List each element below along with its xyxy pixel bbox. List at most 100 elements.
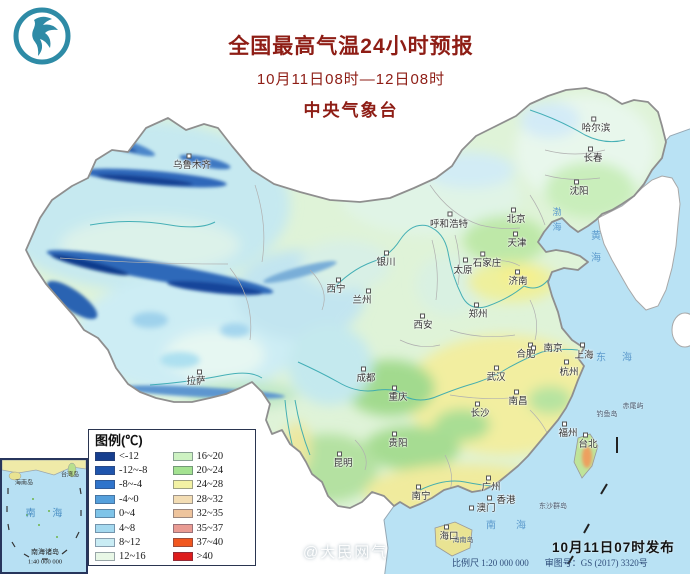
legend-range-label: 4~8 (119, 522, 136, 534)
city-label: 呼和浩特 (430, 211, 468, 230)
legend-color-swatch (172, 509, 193, 519)
legend-range-label: -12~-8 (119, 465, 148, 477)
city-dot (485, 475, 491, 481)
city-name: 武汉 (486, 373, 506, 383)
city-dot (462, 257, 468, 263)
sea-name-label: 黄海 (588, 230, 600, 274)
legend-item: >40 (172, 550, 251, 564)
city-dot (573, 179, 579, 185)
city-label: 西宁 (326, 277, 346, 295)
city-name: 天津 (507, 239, 527, 249)
legend-item: 12~16 (95, 550, 173, 564)
city-dot (486, 495, 492, 501)
rivers (89, 109, 626, 491)
city-name: 石家庄 (472, 259, 502, 269)
city-label: 上海 (574, 342, 594, 361)
city-label: 福州 (558, 421, 578, 439)
city-dot (579, 342, 585, 348)
city-dot (415, 484, 421, 490)
city-label: 济南 (508, 269, 528, 287)
city-label: 武汉 (486, 365, 506, 383)
city-name: 香港 (496, 496, 516, 506)
legend-grid: <-12 -12~-8 -8~-4 -4~0 0~4 4~8 8~12 12~16 16~20 2… (95, 449, 250, 564)
legend-color-swatch (95, 480, 115, 490)
inset-scale-label: 1:40 000 000 (27, 558, 63, 566)
legend-color-swatch (95, 451, 115, 461)
city-dot (391, 431, 397, 437)
city-label: 郑州 (468, 302, 488, 320)
legend-range-label: <-12 (119, 450, 139, 462)
city-dot (527, 342, 533, 348)
legend-color-swatch (95, 552, 115, 562)
south-china-sea-inset: 海南岛 台湾岛 南 海 南海诸岛 1:40 000 000 (0, 458, 88, 574)
sea-name-label: 东海 (596, 352, 648, 364)
hainan-island (434, 521, 473, 557)
city-name: 海口 (439, 532, 459, 542)
city-name: 太原 (453, 266, 473, 276)
inset-islands-label: 南海诸岛 (31, 549, 59, 556)
city-label: 香港 (486, 492, 516, 506)
city-label: 澳门 (468, 500, 496, 514)
island-name-label: 东沙群岛 (539, 503, 567, 510)
city-dot (419, 313, 425, 319)
city-name: 济南 (508, 277, 528, 287)
city-label: 天津 (507, 231, 527, 249)
city-label: 南京 (530, 340, 563, 354)
city-label: 乌鲁木齐 (173, 153, 211, 171)
legend-item: <-12 (95, 449, 173, 463)
legend-range-label: -8~-4 (119, 479, 143, 491)
city-name: 银川 (376, 258, 396, 268)
legend-item: 8~12 (95, 535, 173, 549)
inset-taiwan-label: 台湾岛 (60, 472, 80, 479)
city-dot (512, 231, 518, 237)
legend-color-swatch (95, 538, 115, 548)
legend-color-swatch (172, 466, 193, 476)
island-name-label: 赤尾屿 (622, 403, 644, 410)
city-name: 北京 (506, 215, 526, 225)
release-time: 10月11日07时发布 (552, 540, 675, 555)
boundary-dashes (567, 437, 618, 565)
legend-item: 16~20 (172, 449, 251, 463)
cma-logo (12, 6, 72, 66)
legend-item: 35~37 (172, 521, 251, 535)
city-dot (473, 302, 479, 308)
temperature-legend: 图例(℃) <-12 -12~-8 -8~-4 -4~0 0~4 4~8 8~12 12~16… (88, 429, 256, 566)
legend-color-swatch (95, 523, 115, 533)
city-name: 成都 (356, 374, 376, 384)
city-label: 重庆 (388, 385, 408, 403)
legend-item: 0~4 (95, 507, 173, 521)
map-scale-line: 比例尺 1:20 000 000 审图号：GS (2017) 3320号 (452, 556, 648, 569)
city-name: 澳门 (476, 504, 496, 514)
city-label: 北京 (506, 207, 526, 225)
city-name: 西安 (413, 321, 433, 331)
weibo-icon (280, 544, 299, 559)
inset-nanhai-label: 南 海 (25, 508, 70, 520)
city-name: 合肥 (516, 350, 536, 360)
legend-color-swatch (172, 523, 193, 533)
city-name: 南宁 (411, 492, 431, 502)
legend-range-label: 20~24 (196, 465, 224, 477)
city-dot (561, 421, 567, 427)
city-dot (582, 432, 588, 438)
city-name: 西宁 (326, 285, 346, 295)
island-name-label: 钓鱼岛 (596, 411, 618, 418)
city-dot (591, 116, 597, 122)
legend-color-swatch (95, 509, 115, 519)
city-name: 福州 (558, 429, 578, 439)
sea-name-label: 渤海 (551, 207, 562, 237)
legend-color-swatch (172, 451, 193, 461)
city-name: 杭州 (559, 368, 579, 378)
legend-range-label: 24~28 (196, 479, 224, 491)
city-dot (563, 359, 569, 365)
city-dot (391, 385, 397, 391)
sea-name-label: 南海 (486, 520, 546, 532)
city-dot (447, 211, 453, 217)
legend-color-swatch (172, 480, 193, 490)
city-dot (587, 146, 593, 152)
city-name: 郑州 (468, 310, 488, 320)
city-label: 成都 (356, 366, 376, 384)
legend-range-label: 12~16 (119, 551, 146, 563)
cma-swirl-icon (13, 7, 71, 65)
legend-color-swatch (172, 552, 193, 562)
